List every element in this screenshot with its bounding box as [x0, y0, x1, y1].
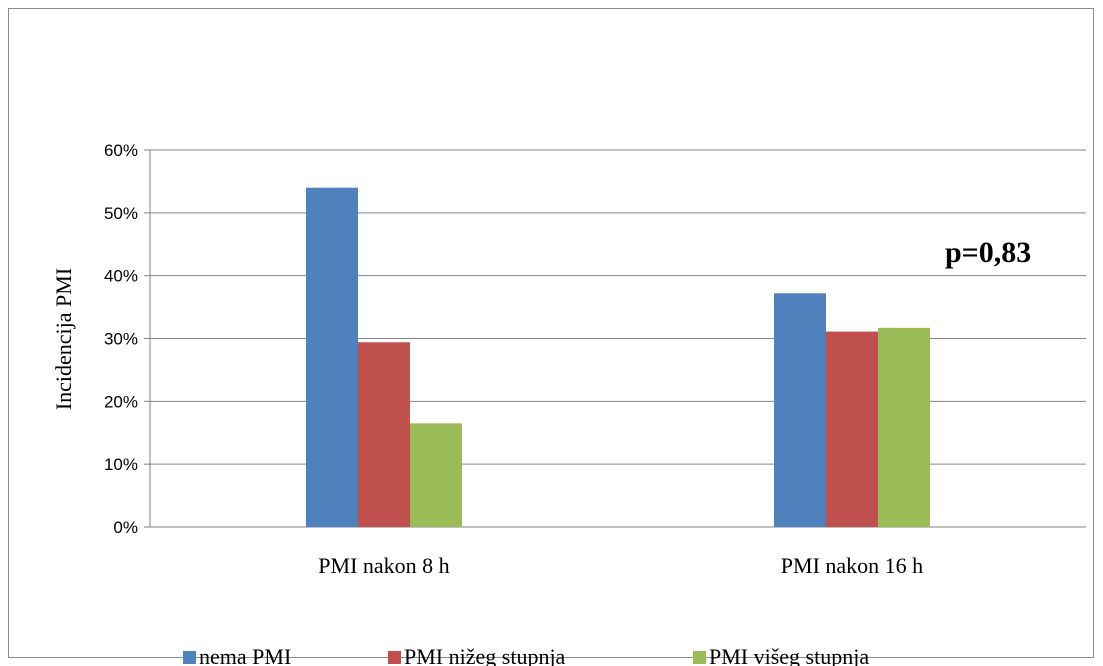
- bar: [358, 342, 410, 527]
- bar: [306, 187, 358, 527]
- legend: nema PMI PMI nižeg stupnja PMI višeg stupn…: [183, 644, 869, 666]
- y-tick-label: 20%: [104, 392, 138, 411]
- gridlines: [144, 149, 1086, 528]
- legend-swatch: [183, 651, 196, 664]
- y-tick-label: 40%: [104, 267, 138, 286]
- legend-label: PMI nižeg stupnja: [404, 644, 566, 666]
- legend-label: nema PMI: [199, 644, 291, 666]
- y-tick-label: 50%: [104, 204, 138, 223]
- x-category-label: PMI nakon 8 h: [318, 553, 449, 578]
- p-value-annotation: p=0,83: [945, 236, 1031, 269]
- bar: [410, 423, 462, 527]
- y-axis-label: Incidencija PMI: [51, 268, 76, 410]
- bar: [826, 331, 878, 527]
- x-category-label: PMI nakon 16 h: [781, 553, 923, 578]
- bar: [774, 293, 826, 527]
- bars: [306, 187, 930, 527]
- y-tick-label: 30%: [104, 330, 138, 349]
- y-axis-ticks: 0% 10% 20% 30% 40% 50% 60%: [104, 141, 138, 537]
- y-tick-label: 10%: [104, 455, 138, 474]
- y-tick-label: 60%: [104, 141, 138, 160]
- bar: [878, 327, 930, 527]
- legend-label: PMI višeg stupnja: [709, 644, 869, 666]
- x-axis-categories: PMI nakon 8 h PMI nakon 16 h: [318, 553, 923, 578]
- legend-swatch: [388, 651, 401, 664]
- legend-swatch: [693, 651, 706, 664]
- y-tick-label: 0%: [113, 518, 138, 537]
